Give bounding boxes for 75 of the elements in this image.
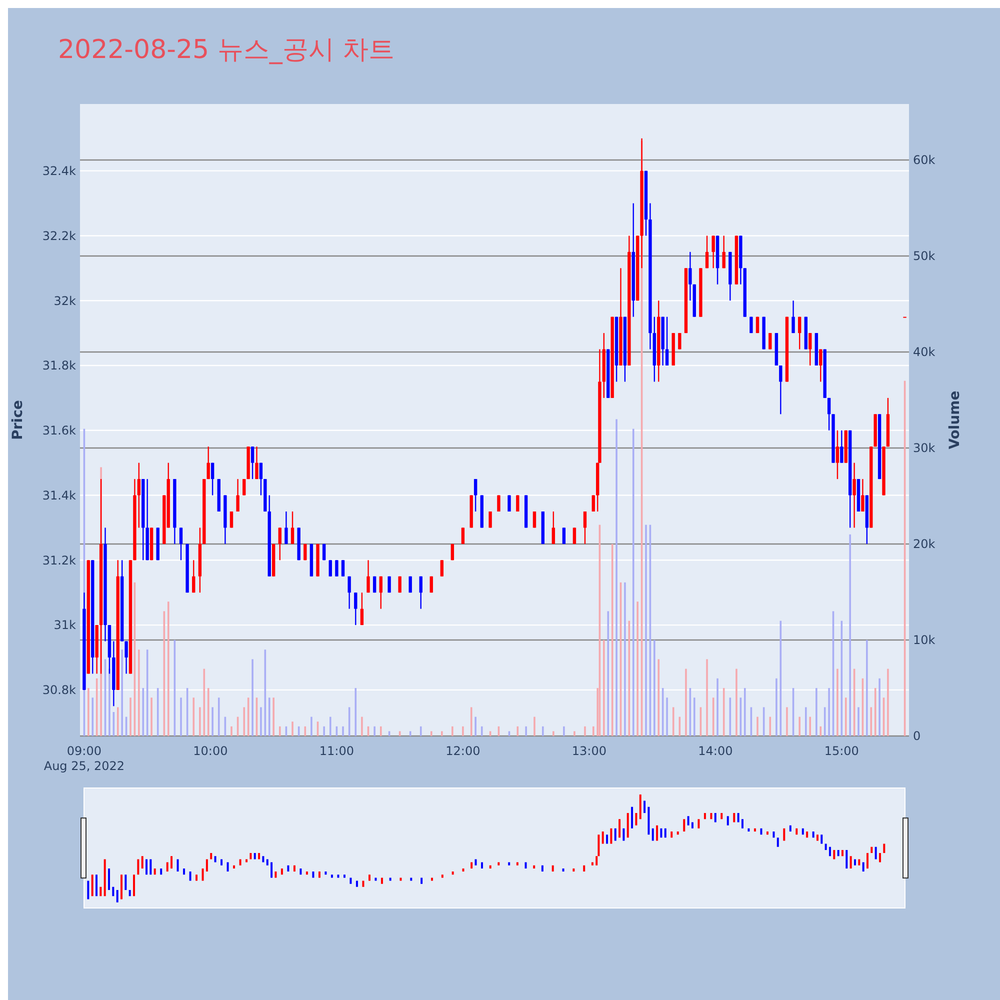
y-tick-label: 31.6k [42,424,76,438]
candlestick [348,576,351,610]
candlestick [206,446,210,480]
candlestick [192,560,196,594]
y-tick-label: 31.8k [42,358,76,373]
candlestick [284,510,288,545]
x-tick-label: 15:00 [824,744,859,758]
y-axis-title: Price [10,400,26,440]
y-tick-label: 31k [54,618,76,632]
candlestick [255,446,258,480]
candlestick [722,235,726,269]
candlestick [474,478,478,512]
y-tick-label: 30.8k [42,683,76,698]
candlestick [808,332,812,366]
y-tick-label: 31.2k [42,553,76,568]
candlestick [335,560,338,577]
candlestick [827,397,831,431]
candlestick [236,478,240,512]
candlestick [419,576,422,610]
candlestick [768,332,772,350]
y2-tick-label: 10k [913,633,936,648]
candlestick [819,348,822,382]
candlestick [278,527,282,561]
candlestick [688,251,692,302]
y2-tick-label: 60k [913,153,936,168]
y-tick-label: 32.4k [42,164,76,178]
y2-tick-label: 20k [913,537,936,552]
y-tick-label: 32.2k [42,228,76,243]
chart-title: 2022-08-25 뉴스_공시 차트 [58,35,395,65]
x-tick-label: 09:00 Aug 25, 2022 [44,744,125,773]
candlestick [572,527,576,545]
x-tick-label: 10:00 [193,744,228,758]
candlestick [250,446,254,480]
candlestick [852,462,856,528]
y2-tick-label: 40k [913,345,936,360]
candlestick [665,316,669,366]
candlestick [861,478,864,512]
candlestick [712,235,715,269]
candlestick [341,560,345,577]
candlestick [497,494,500,512]
y-tick-label: 31.4k [42,488,76,502]
candlestick [328,560,332,577]
x-tick-label: 14:00 [698,744,733,758]
candlestick [259,462,263,496]
y-tick-label: 32k [54,294,76,308]
x-tick-label: 12:00 [446,744,480,758]
candlestick [836,430,840,480]
y2-tick-label: 30k [913,441,936,456]
candlestick [354,592,358,626]
candlestick [379,576,382,610]
candlestick [179,527,183,561]
candlestick [290,510,294,545]
candlestick [461,527,465,545]
x-tick-label: 11:00 [319,744,354,758]
y2-axis-title: Volume [947,390,963,450]
candlestick [508,494,511,512]
candlestick [242,478,246,496]
candlestick [840,430,844,464]
candlestick [210,462,214,496]
candlestick [798,316,802,350]
x-tick-label: 13:00 [572,744,606,758]
candlestick [792,300,795,334]
candlestick [583,510,587,545]
candlestick [366,560,370,594]
y2-tick-label: 50k [913,249,936,264]
y2-tick-label: 0 [913,729,921,744]
candlestick [552,510,556,545]
candlestick [516,494,520,512]
candlestick [779,364,782,415]
candlestick [678,332,682,350]
candlestick [705,235,709,269]
candlestick [360,592,364,626]
candlestick [137,462,141,528]
candlestick [124,640,128,674]
candlestick [562,527,566,545]
